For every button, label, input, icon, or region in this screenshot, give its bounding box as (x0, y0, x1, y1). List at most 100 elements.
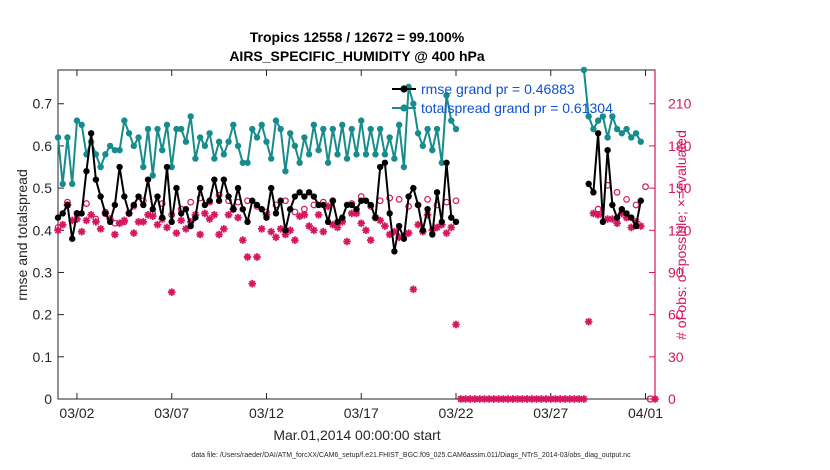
obs-possible-point (632, 201, 640, 209)
obs-evaluated-point (291, 236, 299, 244)
totalspread-point (140, 163, 147, 171)
obs-evaluated-point (139, 218, 148, 226)
obs-evaluated-point (177, 216, 185, 225)
rmse-point (272, 210, 280, 217)
totalspread-point (414, 130, 422, 137)
rmse-point (182, 205, 190, 213)
rmse-point (367, 201, 374, 209)
rmse-point (130, 201, 138, 209)
series-layer (54, 66, 659, 403)
rmse-point (144, 176, 152, 183)
rmse-point (310, 193, 318, 200)
legend-rmse-marker (400, 85, 408, 93)
obs-evaluated-point (82, 216, 91, 225)
totalspread-point (429, 146, 436, 154)
obs-evaluated-point (163, 223, 171, 232)
totalspread-point (64, 134, 71, 141)
totalspread-point (320, 125, 327, 133)
obs-evaluated-point (584, 317, 593, 326)
rmse-point (632, 222, 640, 230)
totalspread-point (149, 172, 156, 179)
data-file-footer: data file: /Users/raeder/DAI/ATM_forcXX/… (191, 452, 631, 459)
rmse-point (305, 189, 313, 196)
rmse-point (159, 214, 166, 221)
totalspread-point (187, 113, 194, 120)
obs-evaluated-point (447, 223, 456, 232)
rmse-point (59, 210, 66, 217)
totalspread-point (452, 125, 460, 133)
rmse-point (87, 130, 95, 137)
rmse-point (258, 205, 265, 213)
obs-evaluated-point (272, 233, 280, 242)
obs-evaluated-point (409, 285, 418, 294)
totalspread-point (163, 121, 171, 129)
rmse-point (381, 159, 389, 166)
totalspread-point (628, 134, 635, 141)
obs-evaluated-point (111, 230, 119, 239)
totalspread-point (116, 146, 123, 154)
obs-evaluated-point (300, 211, 309, 219)
totalspread-point (372, 151, 379, 158)
rmse-point (263, 214, 270, 221)
rmse-point (64, 201, 71, 209)
totalspread-point (168, 163, 175, 171)
rmse-point (419, 227, 427, 234)
rmse-point (618, 205, 626, 213)
y-axis-label: rmse and totalspread (14, 169, 30, 301)
totalspread-point (173, 125, 180, 133)
y-axis-label-right: # of obs: o=possible; ×=evaluated (673, 130, 689, 340)
obs-evaluated-point (96, 225, 105, 233)
rmse-point (192, 214, 199, 221)
tick-labels: 03/02 03/07 03/12 03/17 03/22 03/27 04/01 0 0.1 0… (33, 96, 692, 421)
totalspread-point (234, 142, 242, 150)
y-right-tick-label: 30 (668, 349, 684, 365)
totalspread-point (253, 134, 261, 141)
rmse-point (286, 205, 294, 213)
rmse-point (452, 218, 460, 226)
totalspread-point (305, 151, 313, 158)
obs-evaluated-point (220, 225, 228, 233)
totalspread-point (580, 66, 588, 74)
rmse-point (433, 189, 441, 196)
rmse-point (173, 184, 180, 192)
plot-area (57, 69, 656, 400)
obs-evaluated-point (196, 230, 204, 239)
rmse-point (353, 205, 360, 213)
rmse-point (358, 197, 365, 204)
totalspread-point (230, 121, 237, 129)
totalspread-point (448, 117, 455, 124)
totalspread-point (73, 117, 81, 124)
rmse-point (348, 201, 355, 209)
totalspread-point (69, 180, 76, 188)
x-tick-label: 03/22 (438, 405, 473, 421)
obs-evaluated-point (404, 229, 413, 237)
totalspread-point (395, 121, 403, 129)
obs-evaluated-point (267, 227, 276, 236)
rmse-point (376, 163, 384, 171)
totalspread-point (381, 151, 389, 158)
obs-possible-point (424, 195, 431, 203)
totalspread-point (424, 125, 431, 133)
rmse-point (315, 201, 322, 209)
y-tick-label: 0.5 (33, 180, 53, 196)
totalspread-point (215, 138, 223, 145)
totalspread-point (367, 125, 374, 133)
y-tick-label: 0.6 (33, 138, 53, 154)
totalspread-point (144, 125, 152, 133)
y-right-tick-label: 60 (668, 307, 684, 323)
obs-evaluated-point (381, 222, 389, 230)
totalspread-point (102, 151, 109, 158)
totalspread-point (637, 138, 644, 145)
rmse-point (386, 210, 393, 217)
obs-evaluated-point (148, 212, 157, 221)
y-right-tick-label: 0 (668, 391, 676, 407)
rmse-point (424, 205, 431, 213)
obs-evaluated-point (442, 229, 451, 237)
totalspread-point (106, 142, 114, 150)
rmse-point (225, 193, 232, 200)
totalspread-point (268, 155, 275, 162)
rmse-point (215, 197, 223, 204)
totalspread-point (201, 142, 209, 150)
rmse-point (296, 189, 303, 196)
